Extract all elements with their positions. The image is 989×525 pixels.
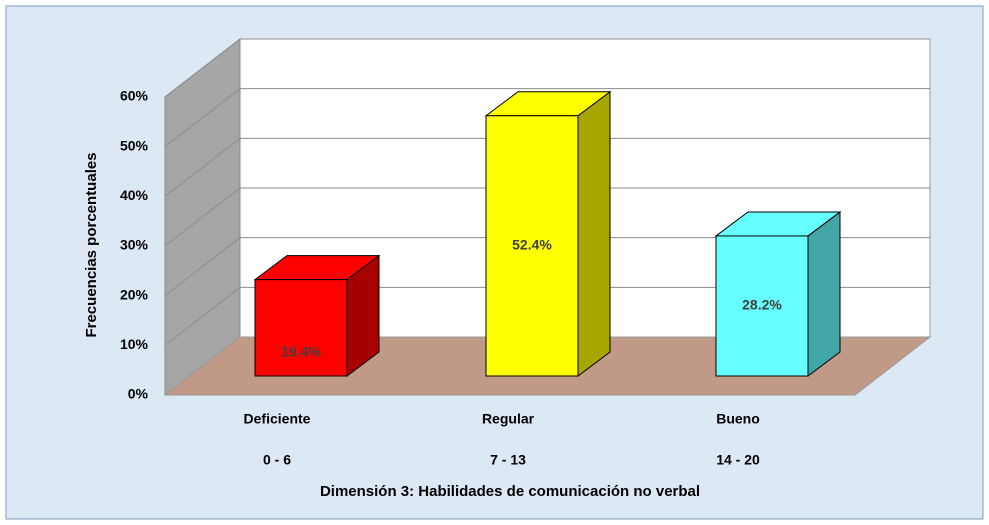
grid-line (164, 187, 930, 247)
value-label: 28.2% (742, 297, 782, 313)
y-tick-label: 30% (120, 237, 149, 253)
bar-side (577, 90, 611, 377)
x-tick-label: Bueno (716, 411, 760, 427)
x-tick-label: Regular (482, 411, 535, 427)
x-tick-sublabel: 0 - 6 (263, 452, 291, 468)
y-tick-label: 0% (128, 386, 149, 402)
y-tick-label: 20% (120, 286, 149, 302)
x-axis-label: Dimensión 3: Habilidades de comunicación… (320, 483, 700, 500)
bar (254, 279, 348, 377)
grid-line (164, 38, 930, 98)
grid-line (164, 88, 930, 148)
grid-line (164, 286, 930, 346)
x-tick-label: Deficiente (244, 411, 311, 427)
x-tick-sublabel: 14 - 20 (716, 452, 760, 468)
grid-line (164, 137, 930, 197)
bar-side (807, 210, 841, 377)
bar (715, 235, 809, 377)
x-tick-sublabel: 7 - 13 (490, 452, 526, 468)
value-label: 19.4% (281, 344, 321, 360)
y-tick-label: 50% (120, 137, 149, 153)
grid-line (164, 237, 930, 297)
y-axis-label: Frecuencias porcentuales (83, 152, 100, 337)
y-tick-label: 40% (120, 187, 149, 203)
y-tick-label: 10% (120, 336, 149, 352)
value-label: 52.4% (512, 237, 552, 253)
bar (485, 115, 579, 377)
y-tick-label: 60% (120, 88, 149, 104)
